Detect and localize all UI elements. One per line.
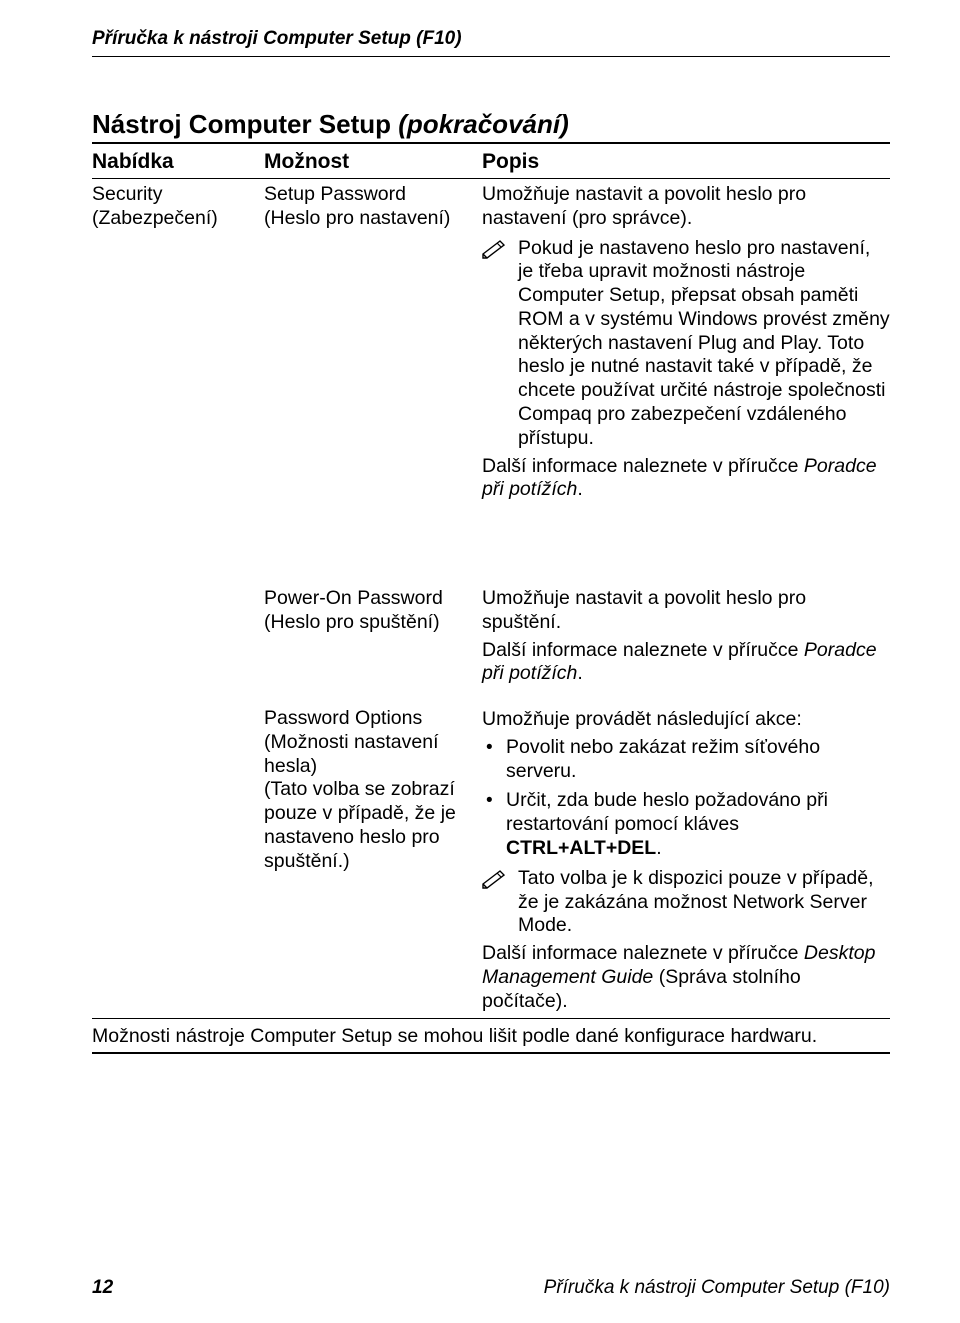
bullet-post: . — [656, 837, 661, 859]
option-block: Power-On Password (Heslo pro spuštění) — [264, 587, 472, 685]
option-name: Password Options — [264, 707, 472, 731]
desc-intro: Umožňuje nastavit a povolit heslo pro na… — [482, 183, 890, 231]
th-nabidka: Nabídka — [92, 150, 264, 174]
ref-suffix: . — [577, 478, 582, 500]
th-popis: Popis — [482, 150, 890, 174]
desc-ref: Další informace naleznete v příručce Por… — [482, 455, 890, 503]
spacer — [92, 57, 890, 109]
desc-ref: Další informace naleznete v příručce Por… — [482, 639, 890, 687]
note-text: Tato volba je k dispozici pouze v případ… — [518, 867, 890, 938]
ref-prefix: Další informace naleznete v příručce — [482, 942, 804, 964]
page-footer: 12 Příručka k nástroji Computer Setup (F… — [92, 1277, 890, 1299]
table-body: Security (Zabezpečení) Setup Password (H… — [92, 179, 890, 1018]
page-number: 12 — [92, 1277, 113, 1299]
note-text: Pokud je nastaveno heslo pro nastavení, … — [518, 237, 890, 451]
desc-intro: Umožňuje nastavit a povolit heslo pro sp… — [482, 587, 890, 635]
pencil-note-icon — [482, 239, 508, 266]
ref-prefix: Další informace naleznete v příručce — [482, 455, 804, 477]
descriptions-column: Umožňuje nastavit a povolit heslo pro na… — [482, 183, 890, 1018]
table-header-row: Nabídka Možnost Popis — [92, 144, 890, 178]
menu-name: Security — [92, 183, 256, 207]
option-sub: (Heslo pro nastavení) — [264, 207, 472, 231]
bullet-pre: Určit, zda bude heslo požadováno při res… — [506, 789, 828, 835]
bullet-item: Určit, zda bude heslo požadováno při res… — [482, 789, 890, 860]
option-block: Password Options (Možnosti nastavení hes… — [264, 707, 472, 873]
bullet-bold: CTRL+ALT+DEL — [506, 837, 656, 859]
desc-ref: Další informace naleznete v příručce Des… — [482, 942, 890, 1013]
ref-prefix: Další informace naleznete v příručce — [482, 639, 804, 661]
option-sub: (Heslo pro spuštění) — [264, 611, 472, 635]
th-moznost: Možnost — [264, 150, 482, 174]
note: Tato volba je k dispozici pouze v případ… — [482, 867, 890, 938]
pencil-note-icon — [482, 869, 508, 896]
footnote-bottom-rule — [92, 1052, 890, 1054]
bullet-list: Povolit nebo zakázat režim síťového serv… — [482, 736, 890, 861]
options-column: Setup Password (Heslo pro nastavení) Pow… — [264, 183, 482, 873]
option-sub: (Možnosti nastavení hesla) — [264, 731, 472, 779]
bullet-item: Povolit nebo zakázat režim síťového serv… — [482, 736, 890, 784]
desc-block: Umožňuje nastavit a povolit heslo pro na… — [482, 183, 890, 565]
page: Příručka k nástroji Computer Setup (F10)… — [0, 0, 960, 1323]
option-extra: (Tato volba se zobrazí pouze v případě, … — [264, 778, 472, 873]
menu-cell: Security (Zabezpečení) — [92, 183, 264, 231]
section-continuation-text: (pokračování) — [398, 109, 569, 139]
running-header: Příručka k nástroji Computer Setup (F10) — [92, 28, 890, 50]
desc-block: Umožňuje provádět následující akce: Povo… — [482, 708, 890, 1013]
desc-intro: Umožňuje provádět následující akce: — [482, 708, 890, 732]
footer-title: Příručka k nástroji Computer Setup (F10) — [544, 1277, 890, 1299]
desc-block: Umožňuje nastavit a povolit heslo pro sp… — [482, 587, 890, 686]
option-name: Power-On Password — [264, 587, 472, 611]
option-block: Setup Password (Heslo pro nastavení) — [264, 183, 472, 565]
option-name: Setup Password — [264, 183, 472, 207]
section-title: Nástroj Computer Setup (pokračování) — [92, 109, 890, 140]
menu-sub: (Zabezpečení) — [92, 207, 256, 231]
table-footnote: Možnosti nástroje Computer Setup se moho… — [92, 1019, 890, 1053]
ref-suffix: . — [577, 662, 582, 684]
note: Pokud je nastaveno heslo pro nastavení, … — [482, 237, 890, 451]
section-title-text: Nástroj Computer Setup — [92, 109, 391, 139]
